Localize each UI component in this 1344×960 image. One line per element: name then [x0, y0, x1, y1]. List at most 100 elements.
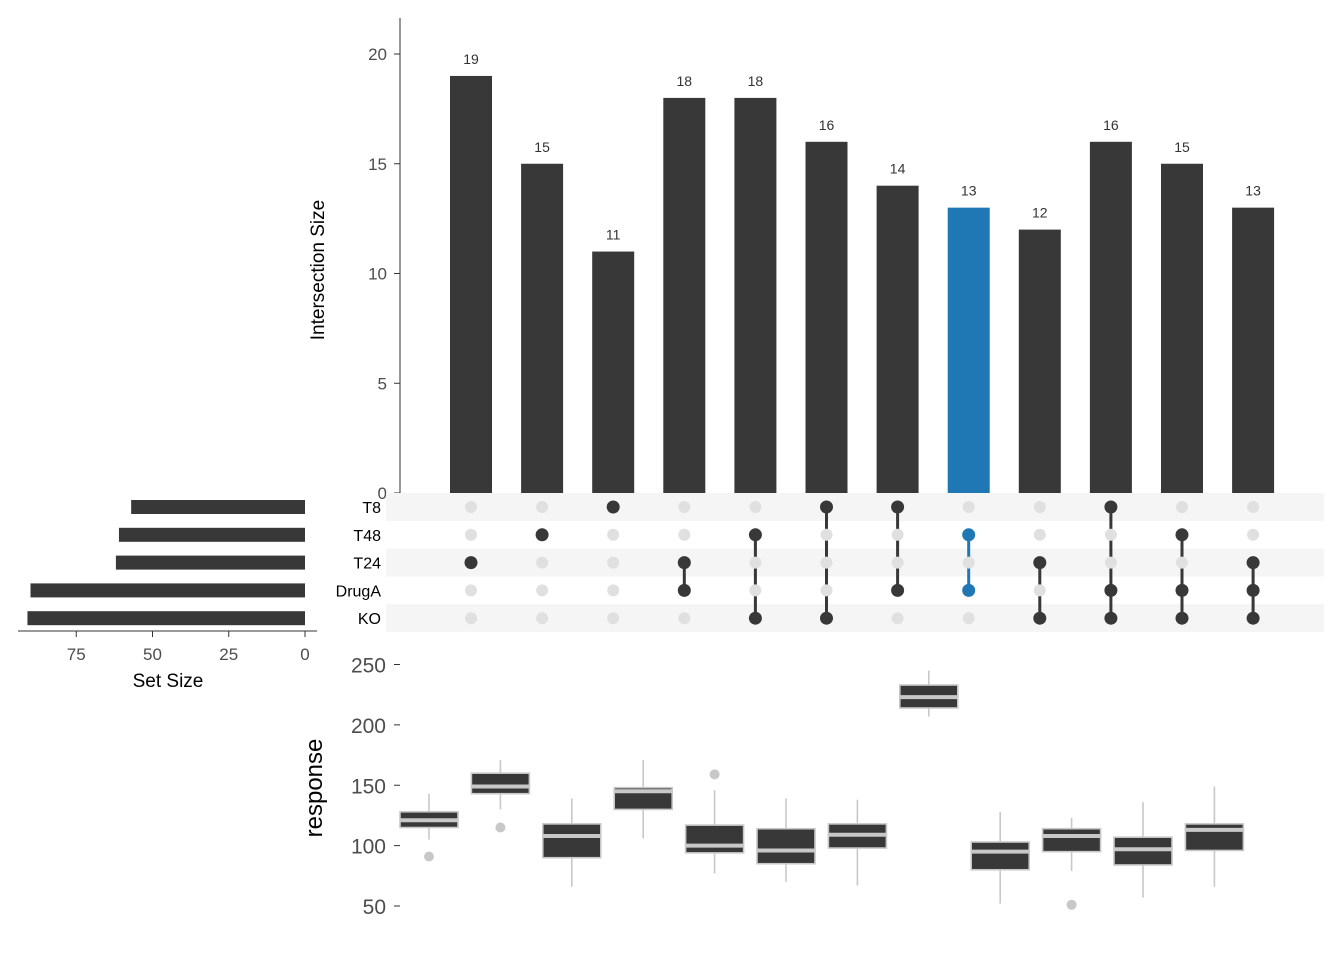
- matrix-dot-active: [1246, 611, 1260, 625]
- matrix-dot-inactive: [1247, 501, 1260, 513]
- intersection-bar: [947, 207, 990, 493]
- intersection-bar: [734, 97, 777, 494]
- response-box: [970, 841, 1031, 871]
- matrix-dot-inactive: [465, 528, 477, 541]
- matrix-dot-inactive: [536, 612, 549, 625]
- intersection-size-panel: 0 5 10 15 20 19 15 11 18 18 16 14 13 12 16 15 13 Inters…: [308, 18, 1275, 503]
- matrix-dot-inactive: [678, 501, 691, 513]
- response-y-tick-label: 200: [351, 715, 386, 738]
- matrix-dot-inactive: [536, 501, 549, 513]
- response-y-tick-label: 100: [351, 836, 386, 859]
- intersection-bar-label: 12: [1032, 205, 1048, 221]
- matrix-dot-inactive: [607, 612, 620, 625]
- set-matrix-panel: T8 T48 T24 DrugA KO: [336, 493, 1324, 633]
- matrix-set-label: DrugA: [336, 583, 382, 600]
- set-size-x-tick-label: 25: [219, 645, 238, 664]
- matrix-dot-inactive: [678, 612, 691, 625]
- set-size-x-tick-label: 50: [143, 645, 162, 664]
- matrix-dot-inactive: [749, 501, 762, 513]
- intersection-bar-labels: 19 15 11 18 18 16 14 13 12 16 15 13: [463, 51, 1261, 243]
- matrix-dot-inactive: [1033, 528, 1046, 541]
- matrix-dot-inactive: [891, 612, 904, 625]
- matrix-dot-inactive: [962, 556, 975, 569]
- response-outlier: [709, 769, 720, 780]
- set-size-axis-title: Set Size: [133, 671, 204, 692]
- matrix-set-label: T8: [362, 500, 381, 517]
- intersection-bar-label: 14: [890, 161, 906, 177]
- matrix-dot-active: [1175, 528, 1189, 542]
- set-size-panel: 75 50 25 0 Set Size: [18, 500, 317, 692]
- matrix-dot-active: [748, 528, 762, 542]
- intersection-bar-label: 16: [819, 117, 835, 133]
- matrix-dot-inactive: [749, 584, 762, 597]
- response-box: [1184, 823, 1245, 852]
- intersection-bar: [1161, 163, 1203, 493]
- matrix-dot-active: [1104, 611, 1118, 625]
- intersection-y-tick-label: 0: [378, 484, 387, 503]
- matrix-dot-inactive: [465, 584, 477, 597]
- response-box: [684, 824, 745, 854]
- matrix-dot-inactive: [1033, 584, 1046, 597]
- intersection-bar: [1089, 141, 1132, 494]
- matrix-dot-active: [677, 556, 691, 570]
- intersection-y-ticks: 0 5 10 15 20: [368, 45, 400, 503]
- intersection-bar-label: 15: [534, 139, 550, 155]
- response-box: [1041, 827, 1102, 853]
- set-size-x-tick-label: 75: [67, 645, 86, 664]
- response-y-tick-label: 250: [351, 655, 386, 678]
- matrix-dot-active: [891, 583, 905, 597]
- matrix-dot-active: [820, 500, 833, 514]
- response-boxes: [399, 670, 1245, 910]
- intersection-y-tick-label: 20: [368, 45, 387, 64]
- intersection-size-axis-title: Intersection Size: [308, 200, 329, 340]
- matrix-dot-inactive: [678, 528, 691, 541]
- matrix-dots: [464, 500, 1260, 625]
- intersection-bar: [450, 75, 492, 493]
- intersection-bar-label: 13: [1245, 183, 1261, 199]
- intersection-y-tick-label: 10: [368, 265, 387, 284]
- intersection-bars: [450, 75, 1275, 494]
- set-size-bar: [118, 527, 305, 542]
- matrix-dot-active: [464, 556, 478, 570]
- intersection-bar-label: 18: [677, 73, 693, 89]
- response-box: [756, 827, 816, 865]
- matrix-dot-inactive: [820, 584, 833, 597]
- matrix-dot-active: [1104, 500, 1118, 514]
- intersection-bar: [876, 185, 919, 493]
- matrix-dot-active: [1033, 611, 1047, 625]
- matrix-dot-active: [962, 583, 976, 597]
- response-box: [541, 823, 602, 859]
- intersection-bar-label: 11: [606, 227, 621, 243]
- matrix-dot-inactive: [607, 528, 620, 541]
- matrix-dot-active: [891, 500, 905, 514]
- response-y-tick-label: 150: [351, 775, 386, 798]
- matrix-dot-inactive: [1247, 528, 1260, 541]
- intersection-bar-label: 18: [748, 73, 764, 89]
- intersection-y-tick-label: 5: [378, 374, 387, 393]
- matrix-dot-inactive: [962, 612, 975, 625]
- matrix-dot-active: [748, 611, 762, 625]
- set-size-bars: [27, 500, 306, 626]
- response-axis-title: response: [301, 739, 328, 838]
- response-boxplot-panel: 50 100 150 200 250 response: [301, 655, 1245, 919]
- intersection-bar: [521, 163, 564, 493]
- matrix-dot-active: [1033, 556, 1047, 570]
- matrix-dot-active: [1175, 583, 1189, 597]
- matrix-dot-inactive: [820, 556, 833, 569]
- matrix-set-label: T48: [353, 528, 381, 545]
- response-y-ticks: 50 100 150 200 250: [351, 655, 400, 919]
- matrix-dot-active: [1246, 583, 1260, 597]
- matrix-dot-inactive: [1033, 501, 1046, 513]
- set-size-x-ticks: 75 50 25 0: [67, 631, 310, 664]
- matrix-dot-inactive: [536, 556, 549, 569]
- intersection-bar: [805, 141, 848, 494]
- matrix-dot-inactive: [1176, 501, 1188, 513]
- matrix-dot-active: [677, 583, 691, 597]
- intersection-bar: [592, 251, 635, 493]
- matrix-dot-active: [535, 528, 549, 542]
- intersection-bar: [1232, 207, 1275, 493]
- matrix-dot-inactive: [607, 584, 620, 597]
- matrix-dot-active: [962, 528, 976, 542]
- response-outlier: [495, 822, 506, 833]
